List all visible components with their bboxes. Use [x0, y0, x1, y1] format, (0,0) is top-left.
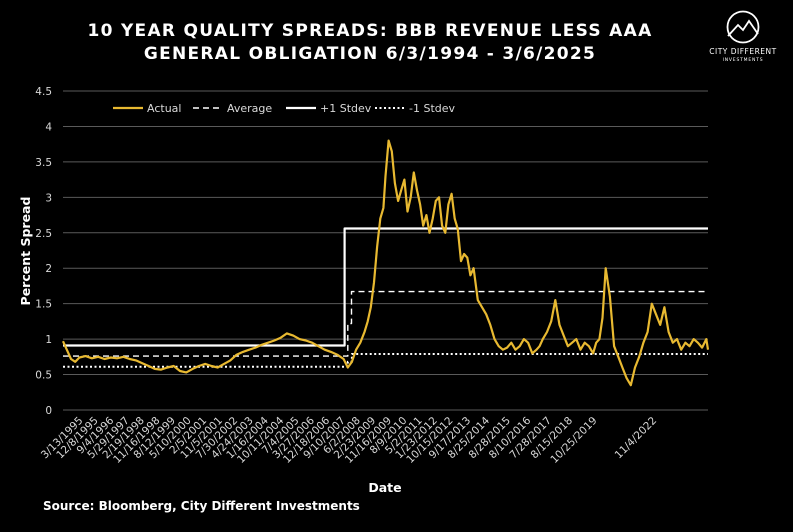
legend-item-plus-1-stdev: +1 Stdev [286, 102, 372, 115]
y-tick-label: 1 [45, 334, 52, 346]
source-note: Source: Bloomberg, City Different Invest… [43, 499, 360, 513]
y-tick-label: 2.5 [35, 228, 52, 240]
gridlines [63, 90, 708, 411]
y-tick-label: 1.5 [35, 299, 52, 311]
city-different-logo: CITY DIFFERENT INVESTMENTS [703, 10, 783, 66]
legend: Actual Average +1 Stdev -1 Stdev [113, 102, 456, 115]
legend-item-actual: Actual [113, 102, 181, 115]
y-axis-ticks: 0 0.5 1 1.5 2 2.5 3 3.5 4 4.5 [35, 86, 52, 417]
series-line-plusminus-1-stdev [63, 227, 708, 347]
legend-item-average: Average [193, 102, 272, 115]
y-tick-label: 0 [45, 405, 52, 417]
series-lines [61, 139, 710, 387]
series-line-minus-1-stdev [63, 353, 708, 368]
y-tick-label: 0.5 [35, 370, 52, 382]
logo-subtitle: INVESTMENTS [722, 58, 764, 63]
chart-title-line-2: GENERAL OBLIGATION 6/3/1994 - 3/6/2025 [143, 44, 597, 64]
y-tick-label: 4 [45, 121, 52, 133]
mountain-logo-icon [726, 10, 760, 44]
legend-label: Actual [147, 102, 181, 115]
logo-name: CITY DIFFERENT [709, 47, 777, 56]
series-line-actual [61, 139, 710, 387]
legend-label: +1 Stdev [320, 102, 372, 115]
x-axis-title: Date [368, 480, 401, 495]
y-tick-label: 2 [45, 263, 52, 275]
y-tick-label: 4.5 [35, 86, 52, 98]
legend-item-minus-1-stdev: -1 Stdev [375, 102, 456, 115]
y-axis-title: Percent Spread [18, 197, 33, 306]
x-axis-ticks: 3/13/199512/8/19959/4/19965/29/19972/19/… [39, 414, 659, 466]
x-tick-label: 11/4/2022 [613, 415, 660, 462]
legend-label: Average [227, 102, 272, 115]
chart-title: 10 YEAR QUALITY SPREADS: BBB REVENUE LES… [0, 20, 740, 66]
series-line-average [63, 290, 708, 357]
y-tick-label: 3.5 [35, 157, 52, 169]
chart-title-line-1: 10 YEAR QUALITY SPREADS: BBB REVENUE LES… [87, 21, 653, 41]
y-tick-label: 3 [45, 192, 52, 204]
legend-label: -1 Stdev [409, 102, 456, 115]
